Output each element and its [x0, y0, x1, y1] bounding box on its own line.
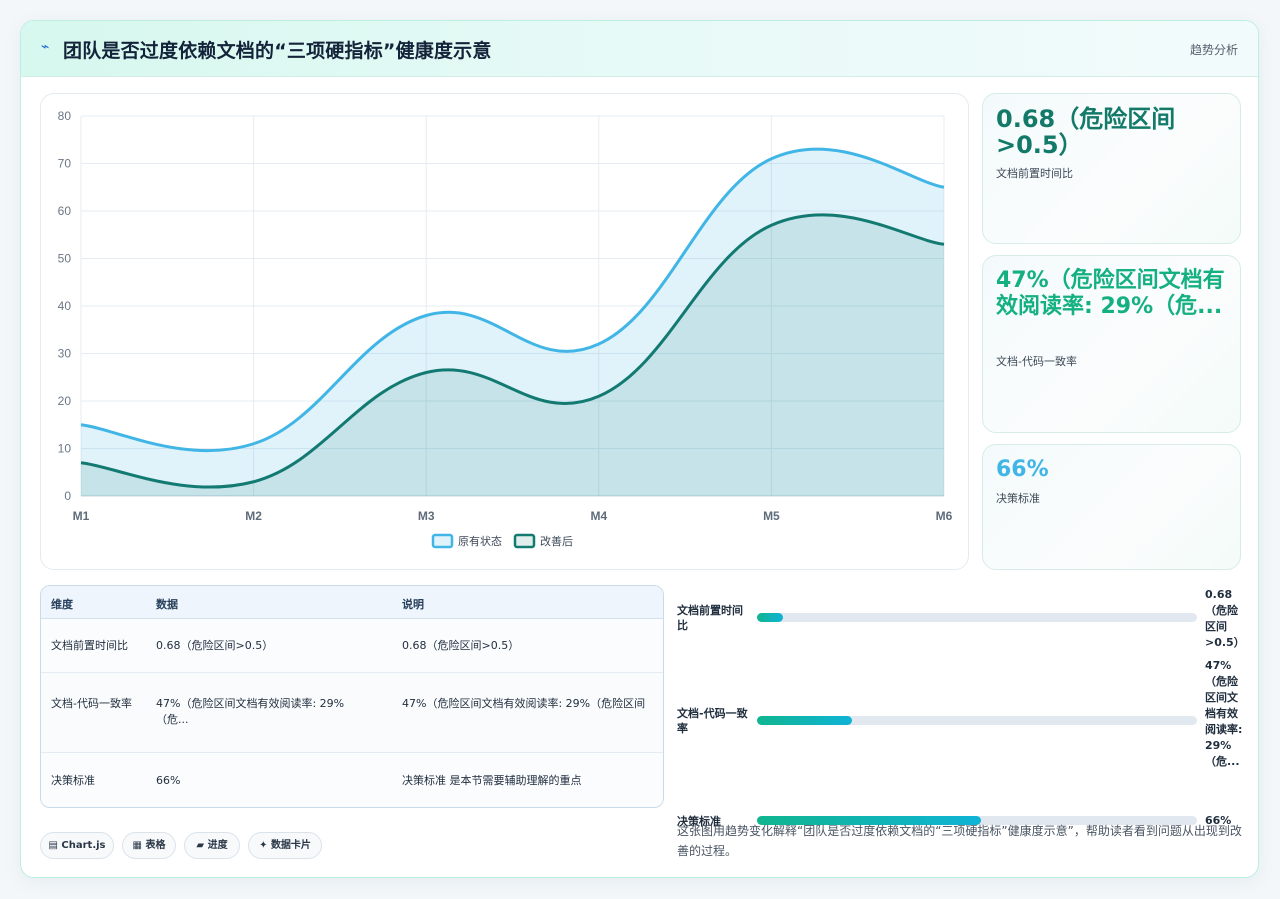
chart-icon: ▤ — [48, 840, 58, 851]
table-header: 维度 数据 说明 — [41, 586, 663, 619]
y-tick-label: 0 — [64, 489, 71, 503]
progress-fill — [757, 716, 852, 725]
kpi-card-decision-standard: 66% 决策标准 — [982, 444, 1241, 570]
legend-label: 改善后 — [540, 534, 573, 548]
y-tick-label: 10 — [58, 442, 72, 456]
x-tick-label: M6 — [936, 509, 953, 523]
table-cell-description: 0.68（危险区间>0.5） — [402, 639, 520, 652]
legend-label: 原有状态 — [458, 534, 502, 548]
header: ⌁ 团队是否过度依赖文档的“三项硬指标”健康度示意 趋势分析 — [21, 21, 1258, 77]
kpi-value: 0.68（危险区间 >0.5） — [996, 105, 1176, 159]
progress-track — [757, 613, 1197, 622]
legend-swatch — [431, 533, 454, 549]
kpi-label: 文档-代码一致率 — [996, 355, 1077, 368]
progress-value: 66% — [1205, 814, 1232, 827]
tag-label: 表格 — [145, 840, 166, 851]
progress-value: 47%（危险区间文档有效阅读率: 29%（危... — [1205, 659, 1243, 768]
kpi-card-doc-code-consistency: 47%（危险区间文档有效阅读率: 29%（危... 文档-代码一致率 — [982, 255, 1241, 433]
tag-label: Chart.js — [61, 840, 106, 851]
series-line — [80, 147, 945, 453]
y-tick-label: 70 — [58, 157, 72, 171]
kpi-value: 47%（危险区间文档有效阅读率: 29%（危... — [996, 268, 1225, 319]
progress-fill — [757, 816, 981, 825]
x-tick-label: M5 — [763, 509, 780, 523]
tag-chartjs[interactable]: ▤ Chart.js — [40, 832, 114, 859]
progress-icon: ▰ — [196, 840, 205, 851]
x-tick-label: M1 — [73, 509, 90, 523]
column-header-dimension: 维度 — [51, 598, 73, 611]
y-tick-label: 50 — [58, 252, 72, 266]
page-title: 团队是否过度依赖文档的“三项硬指标”健康度示意 — [63, 40, 492, 62]
y-tick-label: 20 — [58, 394, 72, 408]
table-cell-data: 66% — [156, 774, 181, 787]
y-tick-label: 30 — [58, 347, 72, 361]
kpi-label: 文档前置时间比 — [996, 167, 1073, 180]
table-cell-data: 47%（危险区间文档有效阅读率: 29%（危... — [156, 697, 345, 726]
sparkle-icon: ✦ — [259, 840, 268, 851]
x-tick-label: M4 — [590, 509, 607, 523]
legend-swatch — [513, 533, 536, 549]
x-tick-label: M3 — [418, 509, 435, 523]
series-line — [80, 213, 945, 489]
progress-value: 0.68（危险区间>0.5） — [1205, 588, 1245, 649]
tag-progress[interactable]: ▰ 进度 — [184, 832, 240, 859]
series-area — [81, 149, 944, 496]
table-cell-description: 47%（危险区间文档有效阅读率: 29%（危险区间 — [402, 697, 646, 710]
data-table: 维度 数据 说明 文档前置时间比 0.68（危险区间>0.5） 0.68（危险区… — [40, 585, 664, 808]
progress-track — [757, 816, 1197, 825]
column-header-description: 说明 — [402, 598, 424, 611]
y-tick-label: 60 — [58, 204, 72, 218]
y-tick-label: 40 — [58, 299, 72, 313]
table-row: 文档前置时间比 0.68（危险区间>0.5） 0.68（危险区间>0.5） — [41, 619, 663, 673]
table-cell-description: 决策标准 是本节需要辅助理解的重点 — [402, 774, 582, 787]
progress-label: 决策标准 — [677, 815, 721, 828]
y-tick-label: 80 — [58, 109, 72, 123]
trend-analysis-link[interactable]: 趋势分析 — [1189, 43, 1238, 57]
x-tick-label: M2 — [245, 509, 262, 523]
series-area — [81, 214, 944, 496]
table-row: 决策标准 66% 决策标准 是本节需要辅助理解的重点 — [41, 753, 663, 807]
lightning-icon: ⌁ — [41, 39, 50, 55]
tag-data-card[interactable]: ✦ 数据卡片 — [248, 832, 322, 859]
chart-panel: 0 10 20 30 40 50 60 70 80 M1 M2 M3 M4 M5 M6 原有状态 改善后 — [40, 93, 969, 570]
area-chart: 0 10 20 30 40 50 60 70 80 M1 M2 M3 M4 M5 M6 原有状态 改善后 — [58, 109, 953, 549]
kpi-card-doc-lead-time: 0.68（危险区间 >0.5） 文档前置时间比 — [982, 93, 1241, 244]
kpi-value: 66% — [996, 457, 1049, 482]
table-cell-dimension: 文档-代码一致率 — [51, 697, 132, 710]
kpi-label: 决策标准 — [996, 492, 1040, 505]
tag-table[interactable]: ▦ 表格 — [122, 832, 176, 859]
progress-label: 文档前置时间比 — [677, 604, 743, 632]
tag-label: 数据卡片 — [270, 840, 311, 851]
table-cell-dimension: 决策标准 — [51, 774, 95, 787]
dashboard-card: ⌁ 团队是否过度依赖文档的“三项硬指标”健康度示意 趋势分析 0 10 20 30 40… — [20, 20, 1259, 878]
table-row: 文档-代码一致率 47%（危险区间文档有效阅读率: 29%（危... 47%（危… — [41, 673, 663, 753]
progress-track — [757, 716, 1197, 725]
chart-caption: 这张图用趋势变化解释“团队是否过度依赖文档的“三项硬指标”健康度示意”，帮助读者… — [677, 824, 1242, 858]
table-icon: ▦ — [132, 840, 142, 851]
progress-panel: 文档前置时间比 0.68（危险区间>0.5） 文档-代码一致率 47%（危险区间… — [677, 587, 1247, 828]
tag-label: 进度 — [207, 840, 228, 851]
table-cell-data: 0.68（危险区间>0.5） — [156, 639, 274, 652]
progress-fill — [757, 613, 784, 622]
progress-label: 文档-代码一致率 — [677, 707, 748, 735]
column-header-data: 数据 — [156, 598, 178, 611]
table-cell-dimension: 文档前置时间比 — [51, 639, 128, 652]
